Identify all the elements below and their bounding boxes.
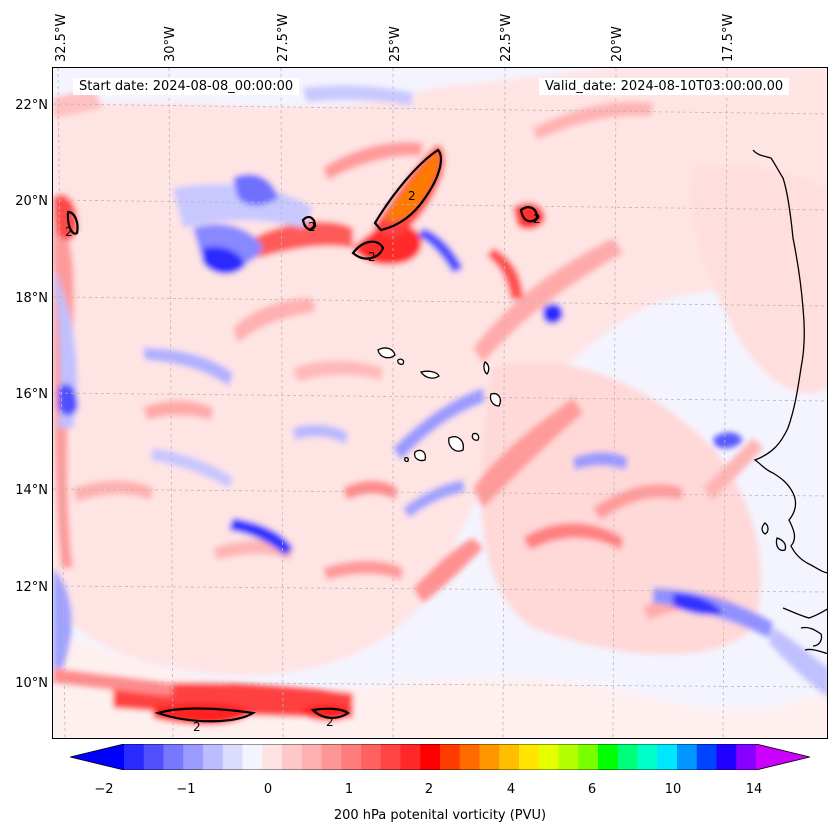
contour-label: 2 [65, 225, 73, 239]
contour-outline [373, 148, 442, 232]
contour-label: 2 [308, 220, 316, 234]
colorbar-tick-label: 2 [424, 782, 434, 797]
longitude-label: 25°W [388, 26, 403, 62]
latitude-label: 20°N [15, 194, 48, 209]
colorbar-segment [124, 744, 145, 770]
latitude-label: 12°N [15, 580, 48, 595]
valid-date-label: Valid_date: 2024-08-10T03:00:00.00 [539, 78, 790, 95]
colorbar-segment [282, 744, 303, 770]
contour-label: 2 [533, 212, 541, 226]
colorbar-tick-label: −2 [94, 782, 114, 797]
colorbar-segment [361, 744, 382, 770]
colorbar-segment [519, 744, 540, 770]
latitude-label: 10°N [15, 676, 48, 691]
island-outline [413, 449, 427, 462]
contour-outline [154, 707, 257, 723]
colorbar-segment [183, 744, 204, 770]
colorbar-segment [598, 744, 619, 770]
colorbar-title: 200 hPa potenital vorticity (PVU) [333, 808, 547, 823]
island-outline [448, 436, 464, 452]
colorbar-segment [242, 744, 263, 770]
african-coastline [752, 149, 827, 655]
island-outline [397, 358, 405, 365]
island-outline [419, 370, 440, 379]
colorbar-segment [440, 744, 461, 770]
colorbar-segment [637, 744, 658, 770]
colorbar-segment [479, 744, 500, 770]
island-outline [489, 392, 502, 407]
longitude-label: 20°W [610, 26, 625, 62]
colorbar-segment [341, 744, 362, 770]
contour-label: 2 [326, 715, 334, 729]
latitude-label: 14°N [15, 483, 48, 498]
colorbar-segment [696, 744, 718, 770]
map-panel: 2 2 2 2 2 2 2 [52, 67, 828, 739]
colorbar-tick-label: 14 [745, 782, 763, 797]
contour-labels: 2 2 2 2 2 2 2 [65, 189, 541, 734]
colorbar-segment [262, 744, 283, 770]
colorbar-extend-min [70, 744, 124, 770]
colorbar-segment [321, 744, 342, 770]
colorbar-segment [558, 744, 579, 770]
pv-shading [53, 68, 827, 738]
colorbar-extend-max [756, 744, 810, 770]
longitude-label: 27.5°W [276, 13, 291, 62]
longitude-label: 17.5°W [721, 13, 736, 62]
contour-outline [301, 216, 317, 231]
graticule [53, 68, 827, 738]
colorbar-tick-label: 1 [344, 782, 354, 797]
longitude-label: 32.5°W [54, 13, 69, 62]
colorbar-segment [163, 744, 184, 770]
latitude-label: 22°N [15, 98, 48, 113]
start-date-label: Start date: 2024-08-08_00:00:00 [73, 78, 300, 95]
colorbar-segment [400, 744, 421, 770]
colorbar-segment [301, 744, 323, 770]
colorbar-segment [677, 744, 698, 770]
colorbar-segment [538, 744, 560, 770]
colorbar-segment [499, 744, 520, 770]
colorbar-segment [657, 744, 678, 770]
colorbar-segment [459, 744, 481, 770]
contour-outline [351, 240, 385, 260]
longitude-label: 30°W [163, 26, 178, 62]
colorbar-segment [222, 744, 244, 770]
colorbar-tick-label: 6 [587, 782, 597, 797]
contour-label: 2 [408, 189, 416, 203]
colorbar-tick-label: 4 [506, 782, 516, 797]
colorbar-segment [716, 744, 737, 770]
contour-outline [66, 210, 79, 235]
colorbar-segment [203, 744, 224, 770]
colorbar-tick-label: 0 [263, 782, 273, 797]
cape-verde-islands [377, 347, 502, 463]
contour-label: 2 [368, 250, 376, 264]
colorbar-segment [617, 744, 639, 770]
colorbar-segment [736, 744, 757, 770]
island-outline [471, 432, 480, 441]
colorbar-segment [420, 744, 441, 770]
longitude-label: 22.5°W [499, 13, 514, 62]
contour-outline [519, 206, 539, 223]
island-outline [377, 347, 396, 359]
latitude-label: 16°N [15, 387, 48, 402]
contour-label: 2 [193, 720, 201, 734]
colorbar-segment [380, 744, 402, 770]
colorbar-segment [143, 744, 165, 770]
island-outline [483, 361, 490, 375]
colorbar-tick-label: 10 [664, 782, 682, 797]
pv-field-map: 2 2 2 2 2 2 2 [53, 68, 827, 738]
latitude-label: 18°N [15, 291, 48, 306]
island-outline [404, 456, 409, 463]
colorbar-tick-label: −1 [176, 782, 196, 797]
colorbar [70, 744, 810, 770]
colorbar-segment [578, 744, 599, 770]
contour-outline [310, 707, 350, 719]
